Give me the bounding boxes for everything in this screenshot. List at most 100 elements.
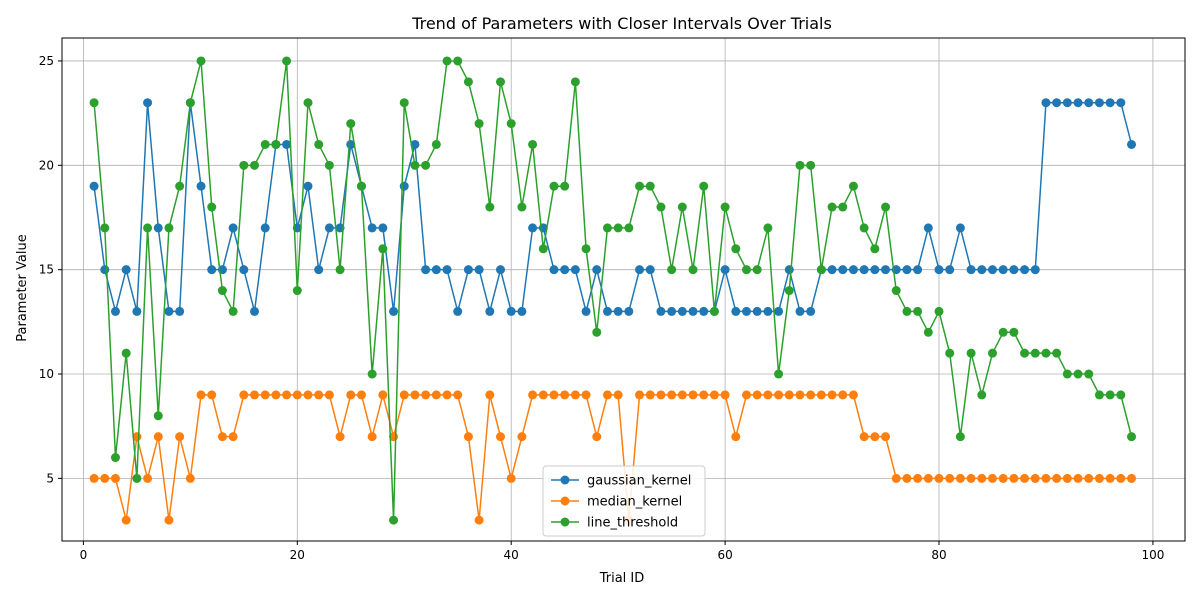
data-point-gaussian_kernel — [1094, 98, 1104, 108]
data-point-line_threshold — [143, 223, 153, 233]
series-gaussian_kernel — [89, 98, 1137, 316]
data-point-line_threshold — [517, 202, 527, 212]
data-point-median_kernel — [196, 390, 206, 400]
data-point-gaussian_kernel — [987, 265, 997, 275]
data-point-median_kernel — [816, 390, 826, 400]
data-point-gaussian_kernel — [207, 265, 217, 275]
data-point-median_kernel — [955, 473, 965, 483]
data-point-line_threshold — [303, 98, 313, 108]
data-point-line_threshold — [207, 202, 217, 212]
data-point-median_kernel — [185, 473, 195, 483]
data-point-gaussian_kernel — [153, 223, 163, 233]
x-axis: 0 20 40 60 80 100 — [80, 541, 1164, 562]
data-point-median_kernel — [549, 390, 559, 400]
data-point-median_kernel — [859, 432, 869, 442]
data-point-line_threshold — [1020, 348, 1030, 358]
data-point-line_threshold — [560, 181, 570, 191]
data-point-gaussian_kernel — [795, 306, 805, 316]
data-point-gaussian_kernel — [560, 265, 570, 275]
data-point-line_threshold — [774, 369, 784, 379]
data-point-gaussian_kernel — [592, 265, 602, 275]
data-point-line_threshold — [688, 265, 698, 275]
data-point-gaussian_kernel — [367, 223, 377, 233]
legend: gaussian_kernel median_kernel line_thresho… — [542, 465, 706, 537]
data-point-gaussian_kernel — [667, 306, 677, 316]
data-point-median_kernel — [506, 473, 516, 483]
data-point-line_threshold — [923, 327, 933, 337]
data-point-median_kernel — [881, 432, 891, 442]
data-point-median_kernel — [250, 390, 260, 400]
data-point-median_kernel — [346, 390, 356, 400]
data-point-line_threshold — [913, 306, 923, 316]
data-point-median_kernel — [902, 473, 912, 483]
data-point-gaussian_kernel — [955, 223, 965, 233]
data-point-line_threshold — [752, 265, 762, 275]
data-point-median_kernel — [314, 390, 324, 400]
data-point-median_kernel — [891, 473, 901, 483]
data-point-line_threshold — [335, 265, 345, 275]
data-point-line_threshold — [987, 348, 997, 358]
data-point-line_threshold — [827, 202, 837, 212]
data-point-median_kernel — [175, 432, 185, 442]
data-point-median_kernel — [292, 390, 302, 400]
data-point-gaussian_kernel — [1020, 265, 1030, 275]
data-point-line_threshold — [1009, 327, 1019, 337]
data-point-median_kernel — [1094, 473, 1104, 483]
data-point-line_threshold — [763, 223, 773, 233]
data-point-median_kernel — [1105, 473, 1115, 483]
data-point-median_kernel — [923, 473, 933, 483]
data-point-gaussian_kernel — [528, 223, 538, 233]
data-point-median_kernel — [987, 473, 997, 483]
data-point-gaussian_kernel — [1030, 265, 1040, 275]
data-point-median_kernel — [1127, 473, 1137, 483]
data-point-median_kernel — [89, 473, 99, 483]
data-point-median_kernel — [645, 390, 655, 400]
data-point-gaussian_kernel — [517, 306, 527, 316]
data-point-line_threshold — [239, 160, 249, 170]
data-point-line_threshold — [731, 244, 741, 254]
data-point-median_kernel — [570, 390, 580, 400]
data-point-gaussian_kernel — [913, 265, 923, 275]
data-point-line_threshold — [891, 286, 901, 296]
data-point-line_threshold — [870, 244, 880, 254]
data-point-line_threshold — [217, 286, 227, 296]
chart-title: Trend of Parameters with Closer Interval… — [411, 14, 832, 33]
data-point-line_threshold — [977, 390, 987, 400]
data-point-line_threshold — [645, 181, 655, 191]
data-point-line_threshold — [1041, 348, 1051, 358]
data-point-median_kernel — [431, 390, 441, 400]
data-point-median_kernel — [164, 515, 174, 525]
x-tick-label: 40 — [504, 548, 519, 562]
data-point-line_threshold — [1052, 348, 1062, 358]
data-point-gaussian_kernel — [677, 306, 687, 316]
data-point-gaussian_kernel — [228, 223, 238, 233]
series-line-gaussian_kernel — [93, 101, 1133, 313]
data-point-median_kernel — [966, 473, 976, 483]
data-point-line_threshold — [389, 515, 399, 525]
data-point-line_threshold — [100, 223, 110, 233]
data-point-gaussian_kernel — [442, 265, 452, 275]
data-point-gaussian_kernel — [282, 139, 292, 149]
data-point-median_kernel — [913, 473, 923, 483]
data-point-line_threshold — [496, 77, 506, 87]
data-point-line_threshold — [945, 348, 955, 358]
data-point-median_kernel — [324, 390, 334, 400]
data-point-median_kernel — [613, 390, 623, 400]
data-point-gaussian_kernel — [463, 265, 473, 275]
data-point-median_kernel — [677, 390, 687, 400]
data-point-median_kernel — [399, 390, 409, 400]
data-point-line_threshold — [613, 223, 623, 233]
data-point-line_threshold — [485, 202, 495, 212]
series-layer — [89, 56, 1137, 525]
data-point-median_kernel — [228, 432, 238, 442]
data-point-line_threshold — [881, 202, 891, 212]
legend-label-gaussian_kernel: gaussian_kernel — [587, 474, 691, 489]
series-median_kernel — [89, 390, 1137, 525]
y-axis-label: Parameter Value — [15, 234, 30, 341]
data-point-line_threshold — [442, 56, 452, 66]
data-point-line_threshold — [132, 473, 142, 483]
data-point-gaussian_kernel — [100, 265, 110, 275]
data-point-median_kernel — [335, 432, 345, 442]
data-point-line_threshold — [153, 411, 163, 421]
data-point-gaussian_kernel — [1009, 265, 1019, 275]
